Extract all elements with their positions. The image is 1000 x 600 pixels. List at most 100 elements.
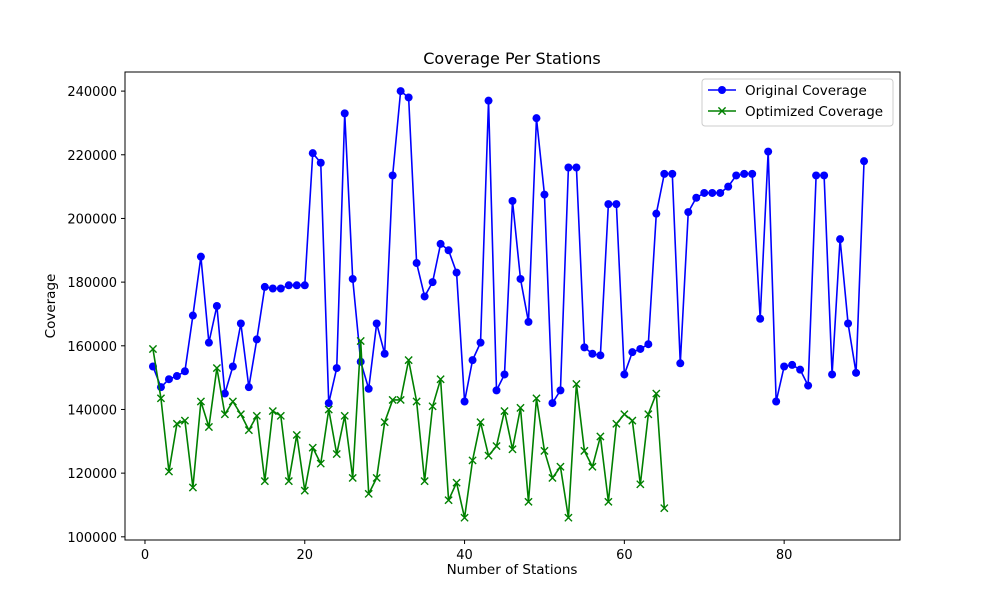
- data-point: [652, 389, 661, 398]
- data-point: [844, 319, 853, 328]
- plot-area: [148, 87, 869, 522]
- data-point: [644, 410, 653, 419]
- data-point: [444, 496, 453, 505]
- legend: Original Coverage Optimized Coverage: [701, 78, 894, 127]
- y-tick-label: 220000: [67, 149, 117, 164]
- data-point: [788, 360, 797, 369]
- data-point: [612, 200, 621, 209]
- data-point: [748, 169, 757, 178]
- data-point: [548, 399, 557, 408]
- data-point: [804, 381, 813, 390]
- legend-marker: [717, 106, 727, 116]
- data-point: [628, 416, 637, 425]
- data-point: [228, 397, 237, 406]
- data-point: [796, 365, 805, 374]
- data-point: [412, 259, 421, 268]
- legend-entry: Optimized Coverage: [708, 104, 883, 120]
- data-point: [716, 188, 725, 197]
- data-point: [812, 171, 821, 180]
- data-point: [284, 281, 293, 290]
- data-point: [420, 292, 429, 301]
- data-point: [300, 486, 309, 495]
- y-axis: 100000 120000 140000 160000 180000 200000 2200…: [67, 85, 125, 546]
- data-point: [476, 338, 485, 347]
- data-point: [660, 169, 669, 178]
- data-point: [620, 410, 629, 419]
- data-point: [588, 462, 597, 471]
- data-point: [548, 473, 557, 483]
- data-point: [420, 477, 429, 486]
- data-point: [172, 419, 182, 428]
- data-point: [508, 196, 517, 205]
- data-point: [236, 410, 245, 419]
- data-point: [204, 338, 213, 347]
- data-point: [820, 171, 829, 180]
- data-point: [580, 446, 589, 455]
- data-point: [652, 209, 661, 218]
- data-point: [404, 93, 413, 102]
- data-point: [308, 443, 317, 452]
- data-point: [324, 399, 333, 408]
- data-point: [676, 359, 685, 368]
- data-point: [324, 405, 333, 414]
- data-point: [284, 477, 293, 486]
- data-point: [828, 370, 837, 379]
- data-point: [148, 344, 158, 354]
- data-point: [260, 282, 269, 291]
- data-point: [476, 418, 485, 427]
- data-point: [492, 441, 501, 451]
- data-point: [196, 252, 205, 261]
- data-point: [172, 372, 181, 381]
- data-point: [772, 397, 781, 406]
- data-point: [604, 200, 613, 209]
- data-point: [204, 422, 213, 432]
- data-point: [484, 96, 493, 105]
- data-point: [460, 397, 469, 406]
- data-point: [628, 348, 637, 357]
- series-original-coverage: [148, 87, 869, 408]
- legend-label: Original Coverage: [745, 83, 867, 99]
- data-point: [244, 383, 253, 392]
- legend-entry: Original Coverage: [708, 83, 867, 99]
- data-point: [556, 386, 565, 395]
- data-point: [708, 188, 717, 197]
- data-point: [196, 397, 205, 406]
- data-point: [836, 235, 845, 244]
- data-point: [164, 375, 173, 384]
- data-point: [500, 370, 509, 379]
- data-point: [412, 397, 421, 406]
- data-point: [332, 449, 341, 459]
- data-point: [388, 171, 397, 180]
- data-point: [308, 149, 317, 158]
- data-point: [452, 478, 461, 487]
- data-point: [340, 109, 349, 118]
- data-point: [596, 432, 605, 441]
- data-point: [660, 504, 669, 513]
- data-point: [436, 375, 445, 384]
- data-point: [668, 169, 677, 178]
- data-point: [220, 389, 229, 398]
- data-point: [364, 489, 373, 498]
- y-tick-label: 160000: [67, 340, 117, 355]
- legend-box: [701, 78, 894, 127]
- x-tick-label: 0: [141, 548, 149, 563]
- data-point: [620, 370, 629, 379]
- data-point: [500, 406, 509, 416]
- data-point: [468, 356, 477, 365]
- data-point: [436, 239, 445, 248]
- data-point: [364, 384, 373, 393]
- data-point: [260, 477, 269, 486]
- data-point: [244, 426, 253, 435]
- data-point: [604, 497, 613, 506]
- data-point: [356, 357, 365, 366]
- data-point: [636, 480, 645, 489]
- data-point: [276, 411, 285, 420]
- data-point: [692, 193, 701, 202]
- data-point: [292, 430, 301, 440]
- x-tick-label: 80: [776, 548, 793, 563]
- data-point: [636, 344, 645, 353]
- y-tick-label: 200000: [67, 212, 117, 227]
- data-point: [532, 114, 541, 123]
- data-point: [396, 395, 405, 405]
